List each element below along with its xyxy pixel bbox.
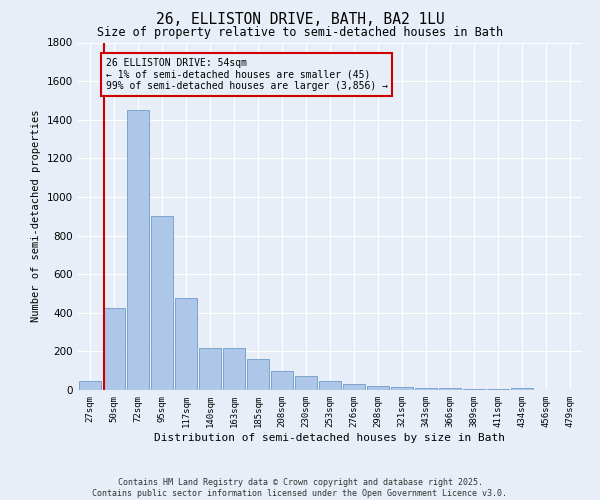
Bar — [103, 308, 125, 390]
Bar — [295, 376, 317, 390]
Bar — [223, 348, 245, 390]
Bar — [127, 110, 149, 390]
Text: 26 ELLISTON DRIVE: 54sqm
← 1% of semi-detached houses are smaller (45)
99% of se: 26 ELLISTON DRIVE: 54sqm ← 1% of semi-de… — [106, 58, 388, 91]
Bar — [319, 382, 341, 390]
Bar — [463, 389, 485, 390]
Bar — [271, 370, 293, 390]
Y-axis label: Number of semi-detached properties: Number of semi-detached properties — [31, 110, 41, 322]
Bar — [79, 382, 101, 390]
Bar — [151, 216, 173, 390]
Bar — [367, 386, 389, 390]
Text: Contains HM Land Registry data © Crown copyright and database right 2025.
Contai: Contains HM Land Registry data © Crown c… — [92, 478, 508, 498]
Bar — [391, 387, 413, 390]
Bar — [175, 298, 197, 390]
Text: Size of property relative to semi-detached houses in Bath: Size of property relative to semi-detach… — [97, 26, 503, 39]
Bar — [439, 388, 461, 390]
X-axis label: Distribution of semi-detached houses by size in Bath: Distribution of semi-detached houses by … — [155, 432, 505, 442]
Bar — [511, 388, 533, 390]
Bar — [199, 348, 221, 390]
Bar — [247, 359, 269, 390]
Bar — [415, 388, 437, 390]
Bar — [343, 384, 365, 390]
Text: 26, ELLISTON DRIVE, BATH, BA2 1LU: 26, ELLISTON DRIVE, BATH, BA2 1LU — [155, 12, 445, 28]
